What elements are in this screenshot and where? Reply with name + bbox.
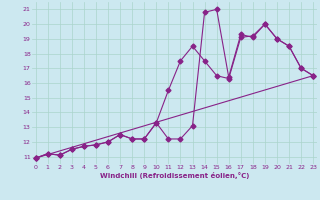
X-axis label: Windchill (Refroidissement éolien,°C): Windchill (Refroidissement éolien,°C) xyxy=(100,172,249,179)
